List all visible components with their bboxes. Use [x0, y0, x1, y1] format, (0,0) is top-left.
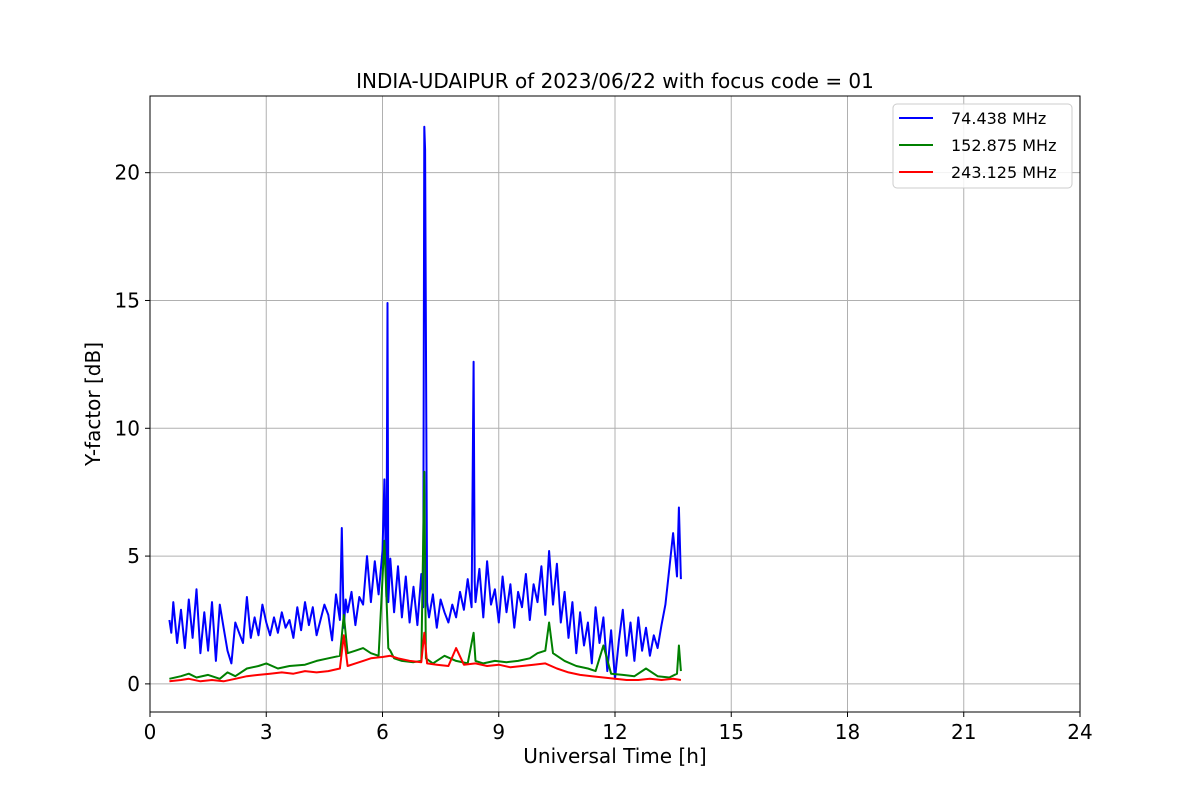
- x-axis-label: Universal Time [h]: [523, 744, 706, 768]
- series-line-2: [169, 631, 682, 683]
- x-tick-label-5: 15: [719, 720, 744, 744]
- y-tick-label-2: 10: [115, 416, 140, 440]
- x-tick-label-8: 24: [1067, 720, 1092, 744]
- legend-box: [892, 103, 1073, 189]
- y-axis-label: Y-factor [dB]: [81, 342, 105, 467]
- chart-title: INDIA-UDAIPUR of 2023/06/22 with focus c…: [356, 69, 874, 93]
- x-tick-label-4: 12: [602, 720, 627, 744]
- legend-label-0: 74.438 MHz: [951, 109, 1046, 128]
- x-tick-label-1: 3: [260, 720, 273, 744]
- x-tick-label-7: 21: [951, 720, 976, 744]
- x-tick-label-6: 18: [835, 720, 860, 744]
- series-line-1: [169, 470, 682, 680]
- legend-label-2: 243.125 MHz: [951, 163, 1056, 182]
- x-tick-label-2: 6: [376, 720, 389, 744]
- y-tick-label-4: 20: [115, 161, 140, 185]
- plot-series: [168, 125, 682, 683]
- legend-label-1: 152.875 MHz: [951, 136, 1056, 155]
- axis-ticks: 0 3 6 9 12 15 18 21 24 0 5 10 15 20: [115, 161, 1093, 744]
- x-tick-label-3: 9: [492, 720, 505, 744]
- legend: 74.438 MHz 152.875 MHz 243.125 MHz: [892, 103, 1073, 189]
- series-line-0: [168, 125, 682, 680]
- y-tick-label-1: 5: [127, 544, 140, 568]
- y-tick-label-0: 0: [127, 672, 140, 696]
- y-tick-label-3: 15: [115, 288, 140, 312]
- x-tick-label-0: 0: [144, 720, 157, 744]
